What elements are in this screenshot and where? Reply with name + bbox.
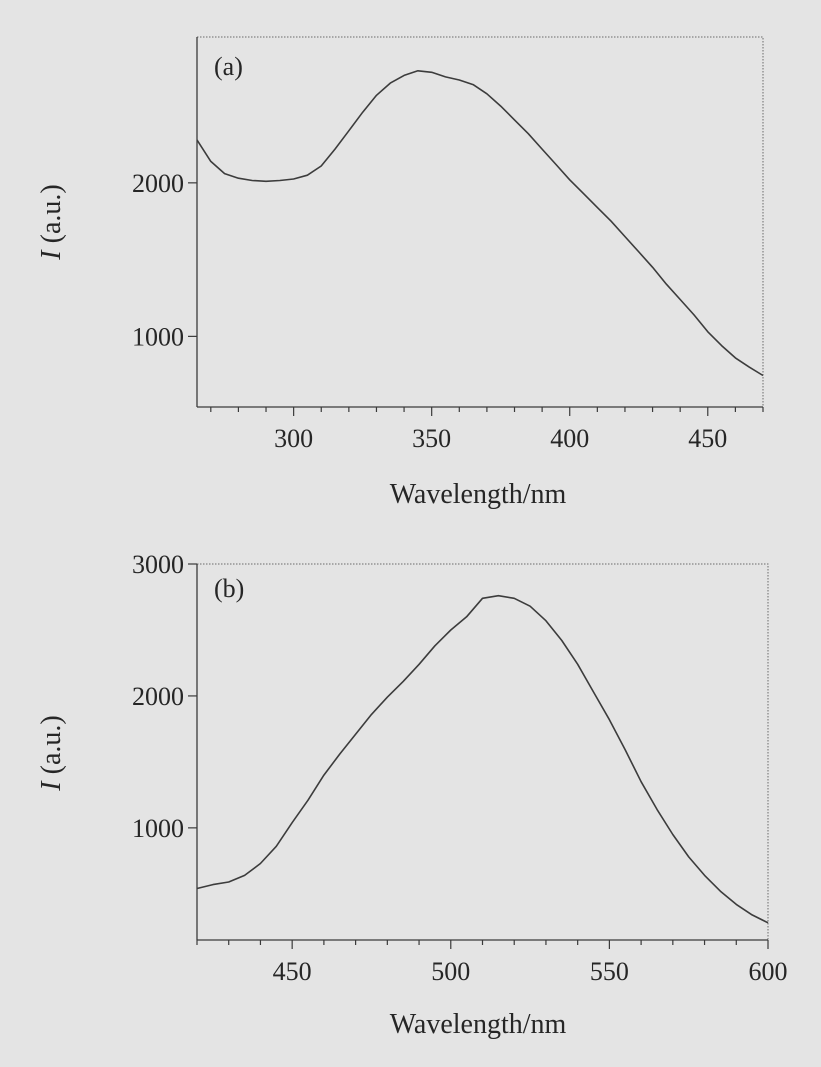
y-axis-title-b-symbol: I [36, 780, 67, 792]
x-tick-label-b: 550 [590, 957, 629, 986]
plot-frame-b [196, 563, 769, 941]
panel-label-a: (a) [214, 52, 243, 81]
y-tick-label-a: 2000 [132, 169, 184, 198]
y-axis-title-a-unit: (a.u.) [36, 184, 67, 250]
panel-a: (a) Wavelength/nm I (a.u.) 300 350 400 450 1… [36, 36, 764, 510]
x-axis-title-b: Wavelength/nm [390, 1009, 567, 1040]
panel-label-b: (b) [214, 574, 244, 603]
plot-frame-a [196, 36, 764, 408]
x-tick-label-b: 500 [431, 957, 470, 986]
y-tick-label-b: 1000 [132, 814, 184, 843]
x-tick-label-a: 450 [688, 424, 727, 453]
x-tick-label-b: 600 [749, 957, 788, 986]
y-tick-label-b: 3000 [132, 550, 184, 579]
x-tick-label-a: 350 [412, 424, 451, 453]
y-axis-title-b: I (a.u.) [36, 715, 67, 791]
panel-b: (b) Wavelength/nm I (a.u.) 450 500 550 600 1… [36, 550, 788, 1040]
x-tick-label-a: 300 [274, 424, 313, 453]
y-tick-label-b: 2000 [132, 682, 184, 711]
x-tick-label-a: 400 [550, 424, 589, 453]
spectrum-line-a [196, 70, 764, 377]
x-tick-label-b: 450 [273, 957, 312, 986]
x-axis-title-a: Wavelength/nm [390, 479, 567, 510]
spectrum-line-b [196, 594, 769, 924]
y-axis-title-b-unit: (a.u.) [36, 715, 67, 781]
y-axis-title-a: I (a.u.) [36, 184, 67, 260]
y-tick-label-a: 1000 [132, 322, 184, 351]
y-axis-title-a-symbol: I [36, 249, 67, 261]
